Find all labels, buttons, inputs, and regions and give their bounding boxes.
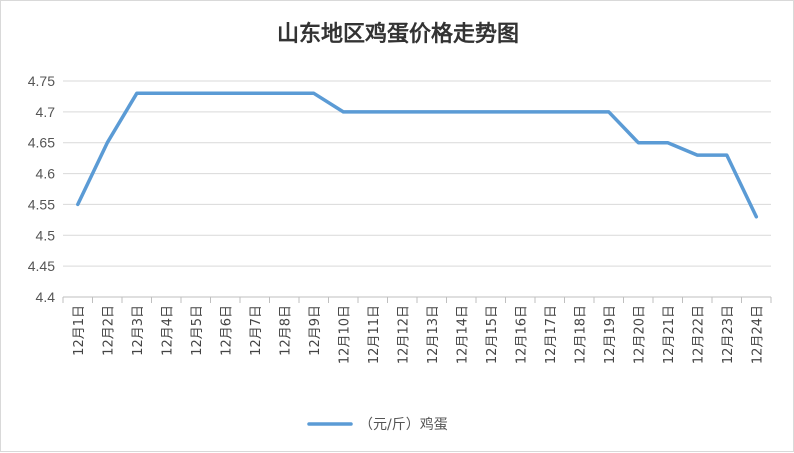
x-tick-label: 12月16日 — [514, 305, 529, 364]
x-tick-label: 12月11日 — [367, 305, 382, 364]
y-tick-label: 4.5 — [36, 227, 56, 243]
x-tick-label: 12月14日 — [455, 305, 470, 364]
y-tick-label: 4.75 — [28, 73, 55, 89]
x-tick-label: 12月18日 — [573, 305, 588, 364]
y-tick-label: 4.45 — [28, 258, 55, 274]
x-tick-label: 12月22日 — [691, 305, 706, 364]
x-tick-label: 12月7日 — [249, 305, 264, 356]
x-tick-label: 12月8日 — [278, 305, 293, 356]
x-tick-label: 12月15日 — [485, 305, 500, 364]
x-tick-label: 12月23日 — [721, 305, 736, 364]
y-tick-label: 4.6 — [36, 166, 56, 182]
x-tick-label: 12月21日 — [662, 305, 677, 364]
y-tick-label: 4.7 — [36, 104, 56, 120]
x-tick-label: 12月12日 — [396, 305, 411, 364]
y-tick-label: 4.4 — [36, 289, 56, 305]
legend: （元/斤）鸡蛋 — [309, 416, 448, 433]
x-tick-label: 12月5日 — [190, 305, 205, 356]
y-tick-label: 4.65 — [28, 135, 55, 151]
x-tick-label: 12月10日 — [337, 305, 352, 364]
x-tick-label: 12月13日 — [426, 305, 441, 364]
legend-label: （元/斤）鸡蛋 — [359, 416, 448, 433]
x-axis: 12月1日 12月2日 12月3日 12月4日 12月5日 12月6日 12月7日 12月8日… — [63, 297, 771, 364]
x-tick-label: 12月6日 — [219, 305, 234, 356]
x-tick-label: 12月3日 — [131, 305, 146, 356]
x-tick-label: 12月2日 — [101, 305, 116, 356]
x-tick-label: 12月9日 — [308, 305, 323, 356]
x-tick-label: 12月24日 — [750, 305, 765, 364]
y-tick-label: 4.55 — [28, 196, 55, 212]
x-tick-label: 12月20日 — [632, 305, 647, 364]
x-tick-label: 12月4日 — [160, 305, 175, 356]
x-tick-label: 12月17日 — [544, 305, 559, 364]
y-axis: 4.75 4.7 4.65 4.6 4.55 4.5 4.45 4.4 — [28, 73, 55, 305]
x-tick-label: 12月19日 — [603, 305, 618, 364]
x-tick-label: 12月1日 — [72, 305, 87, 356]
chart-title: 山东地区鸡蛋价格走势图 — [277, 21, 519, 47]
